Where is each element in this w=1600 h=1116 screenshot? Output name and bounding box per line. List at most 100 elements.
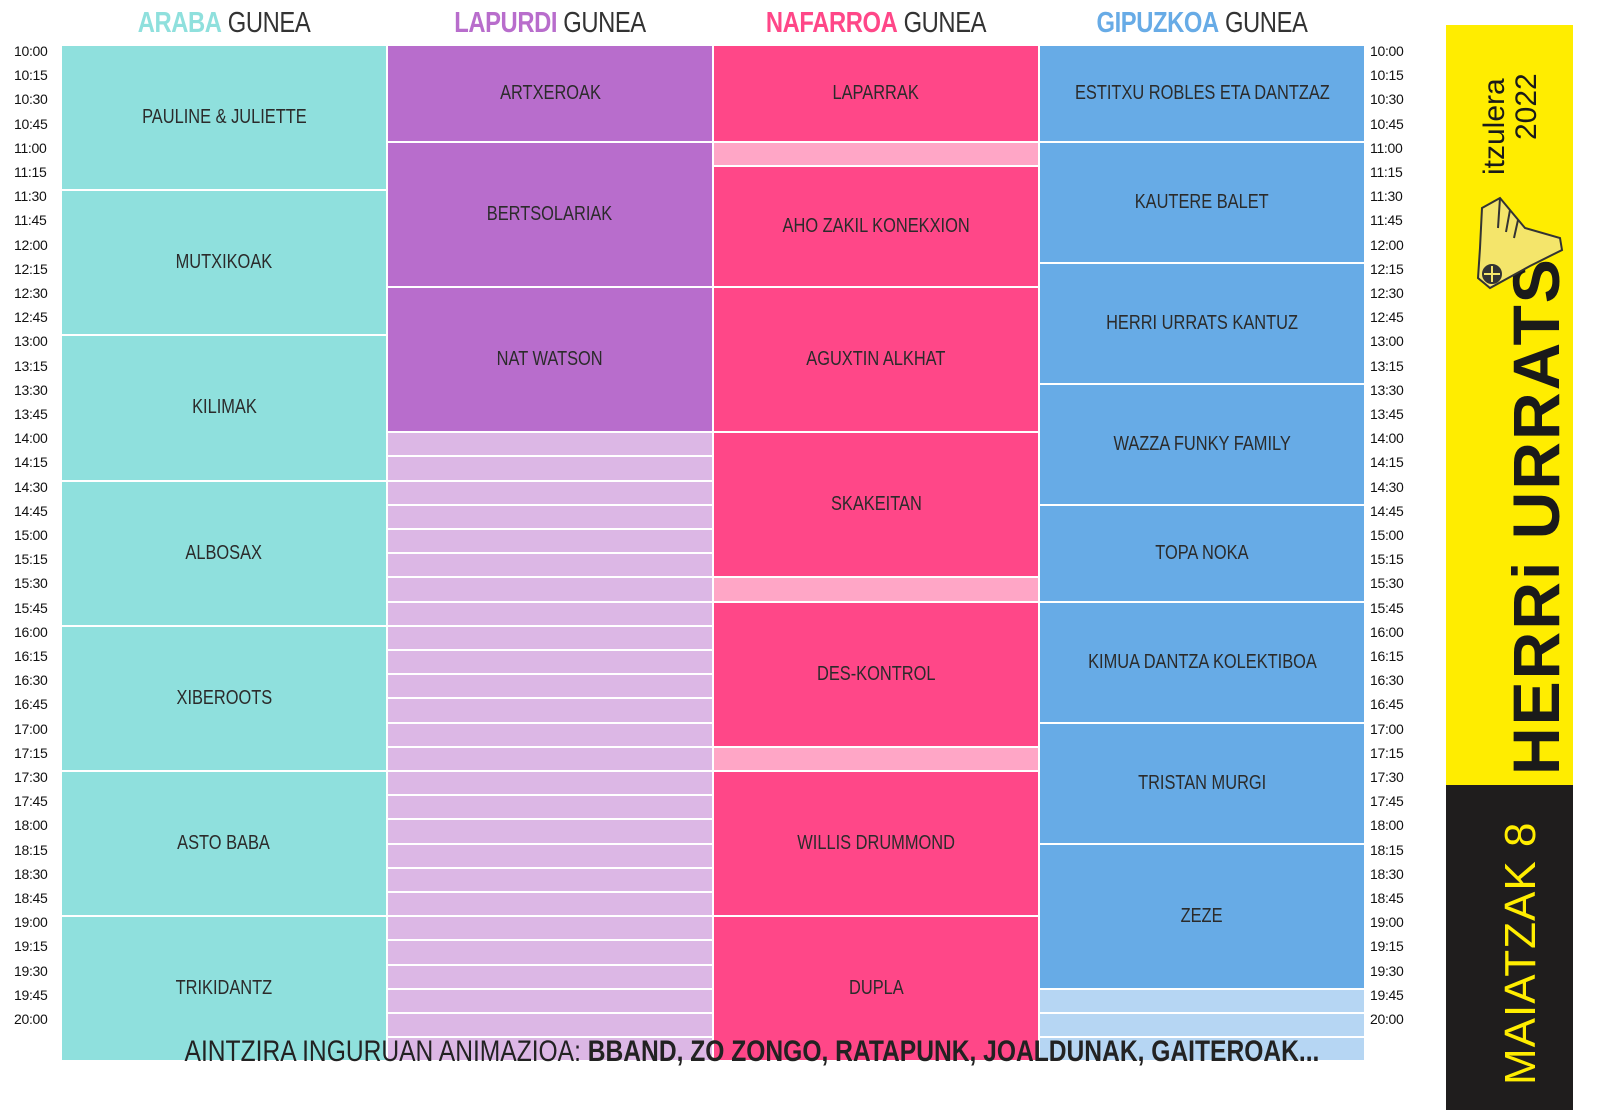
event-label: TRISTAN MURGI (1137, 771, 1267, 794)
time-label: 13:30 (1370, 381, 1404, 398)
time-label: 11:30 (14, 188, 47, 205)
time-label: 18:30 (14, 865, 48, 882)
footer-prefix: AINTZIRA INGURUAN ANIMAZIOA: (184, 1035, 588, 1068)
empty-slot (387, 674, 713, 699)
footer-animation-line: AINTZIRA INGURUAN ANIMAZIOA: BBAND, ZO Z… (60, 1032, 1380, 1072)
empty-slot (387, 625, 713, 650)
empty-slot (387, 504, 713, 529)
time-label: 19:30 (1370, 962, 1404, 979)
time-label: 16:45 (14, 696, 48, 713)
time-label: 12:00 (1370, 236, 1404, 253)
event-block: WAZZA FUNKY FAMILY (1039, 383, 1365, 505)
time-label: 16:45 (1370, 696, 1404, 713)
event-label: PAULINE & JULIETTE (141, 106, 307, 129)
event-label: TRIKIDANTZ (175, 977, 273, 1000)
time-label: 14:15 (1370, 454, 1404, 471)
time-label: 18:45 (14, 890, 48, 906)
time-label: 17:15 (14, 744, 48, 761)
empty-slot (387, 480, 713, 505)
empty-slot (387, 795, 713, 820)
time-label: 13:15 (1370, 357, 1404, 374)
time-label: 11:45 (14, 212, 47, 229)
time-label: 13:45 (14, 406, 48, 422)
empty-slot (713, 141, 1039, 166)
time-label: 10:15 (1370, 67, 1404, 84)
time-label: 18:45 (1370, 890, 1404, 906)
event-label: KAUTERE BALET (1135, 190, 1269, 213)
event-label: ARTXEROAK (499, 81, 601, 104)
zone-header-lapurdi: LAPURDI GUNEA (416, 4, 683, 42)
event-label: DES-KONTROL (816, 662, 936, 685)
event-block: KIMUA DANTZA KOLEKTIBOA (1039, 601, 1365, 723)
time-label: 16:30 (14, 672, 48, 689)
time-label: 16:15 (1370, 648, 1404, 664)
event-label: ZEZE (1181, 904, 1223, 927)
empty-slot (387, 940, 713, 965)
time-label: 14:15 (14, 454, 48, 471)
time-label: 17:00 (1370, 720, 1404, 737)
empty-slot (387, 650, 713, 675)
event-label: ESTITXU ROBLES ETA DANTZAZ (1074, 81, 1330, 104)
time-label: 12:15 (14, 260, 48, 277)
time-label: 18:30 (1370, 865, 1404, 882)
zone-header-gipuzkoa: GIPUZKOA GUNEA (1068, 4, 1335, 42)
empty-slot (387, 819, 713, 844)
time-label: 10:15 (14, 67, 48, 84)
time-label: 10:45 (1370, 115, 1404, 132)
time-label: 13:45 (1370, 406, 1404, 422)
zone-header-nafarroa: NAFARROA GUNEA (742, 4, 1009, 42)
time-label: 18:00 (14, 817, 48, 834)
empty-slot (387, 964, 713, 989)
time-label: 16:30 (1370, 672, 1404, 689)
time-label: 19:30 (14, 962, 48, 979)
time-label: 18:15 (14, 841, 48, 858)
time-label: 17:45 (1370, 793, 1404, 810)
time-label: 14:00 (14, 430, 48, 447)
time-label: 10:00 (14, 43, 48, 59)
event-label: WAZZA FUNKY FAMILY (1113, 432, 1291, 455)
event-label: MUTXIKOAK (175, 251, 273, 274)
time-label: 14:45 (1370, 502, 1404, 519)
time-label: 11:45 (1370, 212, 1403, 229)
time-label: 10:30 (14, 91, 48, 108)
time-label: 15:45 (14, 599, 48, 616)
time-label: 11:15 (1370, 164, 1403, 180)
time-label: 10:00 (1370, 43, 1404, 59)
empty-slot (387, 456, 713, 481)
time-label: 20:00 (1370, 1011, 1404, 1027)
time-label: 12:45 (14, 309, 48, 326)
event-date: MAIATZAK 8 (1496, 821, 1545, 1085)
time-label: 14:45 (14, 502, 48, 519)
time-label: 20:00 (14, 1011, 48, 1027)
zone-header-araba: ARABA GUNEA (90, 4, 357, 42)
event-block: AGUXTIN ALKHAT (713, 287, 1039, 433)
zone-suffix: GUNEA (221, 7, 311, 39)
event-block: DUPLA (713, 916, 1039, 1062)
event-block: ARTXEROAK (387, 45, 713, 142)
empty-slot (713, 577, 1039, 602)
empty-slot (713, 746, 1039, 771)
event-block: ASTO BABA (61, 771, 387, 917)
event-block: NAT WATSON (387, 287, 713, 433)
zone-suffix: GUNEA (1218, 7, 1308, 39)
event-label: LAPARRAK (832, 81, 920, 104)
event-block: XIBEROOTS (61, 625, 387, 771)
zone-suffix: GUNEA (557, 7, 646, 39)
time-label: 18:00 (1370, 817, 1404, 834)
time-label: 17:30 (1370, 769, 1404, 785)
empty-slot (1039, 1013, 1365, 1038)
event-label: AHO ZAKIL KONEKXION (782, 215, 970, 237)
time-label: 10:45 (14, 115, 48, 132)
zone-name: NAFARROA (765, 7, 898, 39)
empty-slot (387, 867, 713, 892)
event-label: DUPLA (848, 977, 904, 1000)
event-label: XIBEROOTS (176, 686, 272, 709)
time-label: 11:00 (1370, 139, 1403, 156)
empty-slot (387, 698, 713, 723)
event-label: ASTO BABA (177, 832, 271, 855)
event-block: PAULINE & JULIETTE (61, 45, 387, 191)
time-label: 18:15 (1370, 841, 1404, 858)
event-block: AHO ZAKIL KONEKXION (713, 166, 1039, 287)
time-label: 15:30 (1370, 575, 1404, 592)
event-block: BERTSOLARIAK (387, 141, 713, 287)
